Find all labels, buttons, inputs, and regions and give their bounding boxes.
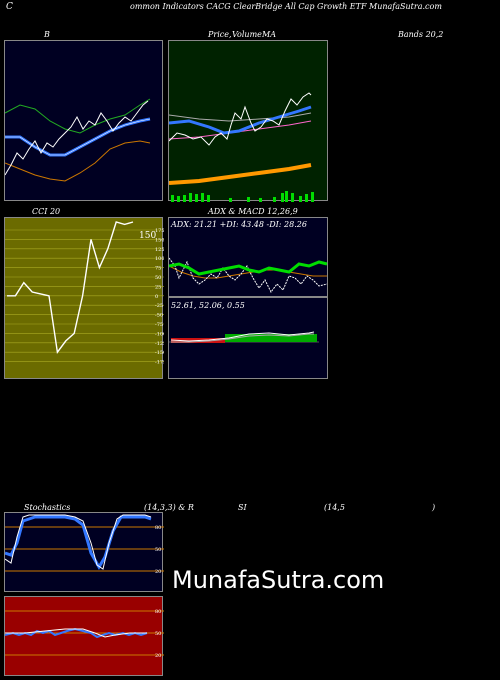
label-rsi-c: ) bbox=[432, 503, 436, 512]
cci-tick-label: -75 bbox=[155, 322, 163, 328]
label-ma: MA bbox=[262, 30, 276, 39]
volume-bar bbox=[183, 195, 186, 202]
label-adx: ADX & MACD 12,26,9 bbox=[208, 207, 298, 216]
volume-bar bbox=[195, 194, 198, 202]
label-rsi-a: SI bbox=[238, 503, 247, 512]
label-bands: Bands 20,2 bbox=[398, 30, 444, 39]
macd-line-a bbox=[170, 331, 315, 342]
volume-bar bbox=[171, 195, 174, 202]
volume-bars bbox=[171, 191, 314, 202]
cci-tick-label: -100 bbox=[155, 331, 164, 337]
header-c: C bbox=[6, 2, 13, 12]
stoch-d-line bbox=[5, 514, 152, 570]
label-stoch-a: Stochastics bbox=[24, 503, 71, 512]
adx-orange-line bbox=[169, 265, 327, 279]
bollinger-lower-line bbox=[5, 140, 151, 182]
volume-bar bbox=[299, 196, 302, 202]
ma-blue-line bbox=[169, 105, 312, 135]
adx-white-line bbox=[169, 257, 328, 293]
price-svg bbox=[169, 92, 314, 202]
cci-tick-label: -125 bbox=[155, 341, 164, 347]
watermark-text: MunafaSutra.com bbox=[172, 566, 385, 594]
bollinger-middle-white bbox=[5, 118, 151, 156]
volume-bar bbox=[229, 198, 232, 202]
stoch-tick-20: 20 bbox=[155, 569, 161, 575]
volume-bar bbox=[207, 195, 210, 202]
label-b: B bbox=[44, 30, 50, 39]
bollinger-price-line bbox=[5, 100, 149, 176]
cci-tick-label: 75 bbox=[155, 266, 161, 272]
macd-values: 52.61, 52.06, 0.55 bbox=[171, 301, 245, 310]
label-volume: Volume bbox=[232, 30, 262, 39]
macd-panel bbox=[168, 297, 328, 379]
cci-tick-label: 100 bbox=[155, 256, 164, 262]
rsi-tick-80: 80 bbox=[155, 609, 161, 615]
rsi-tick-50: 50 bbox=[155, 631, 161, 637]
macd-svg bbox=[169, 331, 319, 343]
rsi-white-line bbox=[5, 628, 147, 638]
bollinger-svg bbox=[5, 98, 151, 182]
adx-values: ADX: 21.21 +DI: 43.48 -DI: 28.26 bbox=[171, 220, 307, 229]
rsi-panel: 80 50 20 bbox=[4, 596, 164, 676]
volume-bar bbox=[305, 194, 308, 202]
chart-title: ommon Indicators CACG ClearBridge All Ca… bbox=[130, 2, 442, 11]
adx-green-line bbox=[169, 260, 328, 276]
cci-tick-label: -50 bbox=[155, 313, 163, 319]
volume-bar bbox=[273, 197, 276, 202]
stoch-panel: 80 50 20 bbox=[4, 512, 164, 592]
volume-bar bbox=[291, 193, 294, 202]
cci-panel: 1751501251007550250-25-50-75-100-125-150… bbox=[4, 217, 164, 379]
price-panel bbox=[168, 40, 328, 202]
stoch-tick-80: 80 bbox=[155, 525, 161, 531]
volume-bar bbox=[259, 198, 262, 202]
label-rsi-b: (14,5 bbox=[324, 503, 345, 512]
rsi-tick-20: 20 bbox=[155, 653, 161, 659]
bollinger-panel bbox=[4, 40, 163, 201]
macd-green-band bbox=[225, 334, 317, 342]
bollinger-upper-line bbox=[5, 98, 151, 134]
cci-tick-label: 150 bbox=[155, 237, 164, 243]
cci-tick-label: 25 bbox=[155, 284, 161, 290]
stoch-tick-50: 50 bbox=[155, 547, 161, 553]
price-line bbox=[169, 92, 312, 146]
label-price: Price, bbox=[208, 30, 232, 39]
cci-tick-label: -175 bbox=[155, 360, 164, 366]
long-ma-line bbox=[169, 163, 312, 185]
cci-tick-label: 175 bbox=[155, 228, 164, 234]
label-stoch-b: (14,3,3) & R bbox=[144, 503, 194, 512]
stoch-svg: 80 50 20 bbox=[5, 514, 164, 575]
stoch-k-line bbox=[5, 515, 152, 570]
cci-tick-label: 50 bbox=[155, 275, 161, 281]
volume-bar bbox=[311, 192, 314, 202]
label-cci: CCI 20 bbox=[32, 207, 61, 216]
volume-bar bbox=[189, 193, 192, 202]
volume-bar bbox=[281, 193, 284, 202]
cci-value-label: 150 bbox=[139, 231, 157, 241]
cci-svg: 1751501251007550250-25-50-75-100-125-150… bbox=[5, 221, 164, 366]
macd-line-b bbox=[171, 333, 314, 343]
cci-line bbox=[7, 221, 134, 354]
rsi-svg: 80 50 20 bbox=[5, 609, 164, 659]
ma-pink-line bbox=[169, 120, 312, 140]
volume-bar bbox=[247, 197, 250, 202]
cci-tick-label: -150 bbox=[155, 350, 164, 356]
ma-upper-line bbox=[169, 112, 312, 122]
adx-panel bbox=[168, 217, 328, 297]
cci-tick-label: 0 bbox=[155, 294, 158, 300]
cci-tick-label: -25 bbox=[155, 303, 163, 309]
adx-svg bbox=[169, 257, 328, 293]
volume-bar bbox=[285, 191, 288, 202]
volume-bar bbox=[177, 196, 180, 202]
volume-bar bbox=[201, 193, 204, 202]
cci-tick-label: 125 bbox=[155, 247, 164, 253]
